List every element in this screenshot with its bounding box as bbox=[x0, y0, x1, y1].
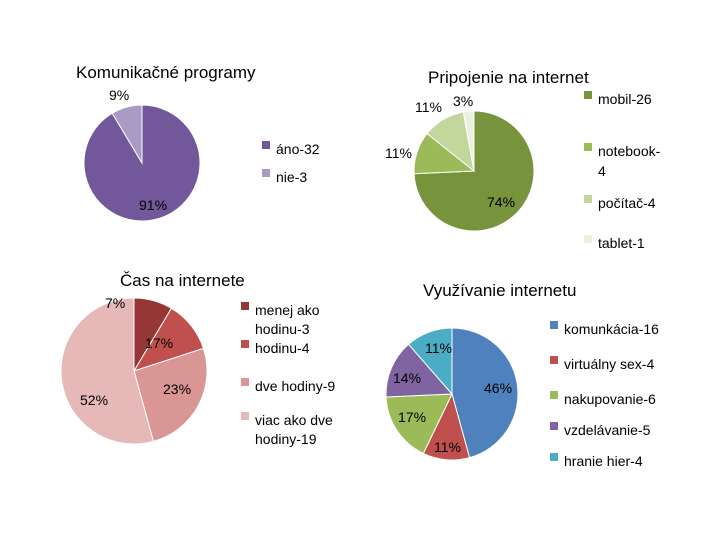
chart1-title: Komunikačné programy bbox=[76, 63, 256, 82]
chart3-title: Čas na internete bbox=[120, 271, 245, 290]
chart2-label-pocitac: 11% bbox=[415, 99, 442, 115]
chart2-legend-text: 4 bbox=[598, 163, 606, 179]
chart4-label-hranie-hier: 11% bbox=[425, 340, 452, 356]
chart4-slice-hranie-hier-4 bbox=[407, 327, 453, 396]
chart3-legend-text: hodiny-19 bbox=[255, 431, 317, 447]
chart2-slice-tablet-1 bbox=[462, 110, 475, 172]
chart4-legend-text: vzdelávanie-5 bbox=[564, 422, 651, 438]
chart1-slice-nie-3 bbox=[111, 104, 143, 165]
chart2-legend-swatch-mobil-26 bbox=[584, 91, 592, 99]
chart2-label-tablet: 3% bbox=[453, 93, 473, 109]
chart3-label-menej-ako: 17% bbox=[145, 335, 173, 351]
chart4-legend-swatch-vzdelavanie-5 bbox=[550, 422, 558, 430]
chart1-label-nie: 9% bbox=[109, 87, 129, 103]
chart2-legend-text: mobil-26 bbox=[598, 91, 652, 107]
chart1-legend-swatch-nie-3 bbox=[262, 169, 270, 177]
chart3-legend-text: hodinu-4 bbox=[255, 340, 310, 356]
chart1-label-ano: 91% bbox=[139, 197, 167, 213]
chart4-legend-swatch-komunkacia-16 bbox=[550, 321, 558, 329]
chart-cas-na-internete: Čas na internete 7% 17% 23% 52% menej ak… bbox=[60, 271, 335, 447]
chart2-legend-text: tablet-1 bbox=[598, 235, 645, 251]
chart4-title: Využívanie internetu bbox=[423, 281, 576, 300]
chart3-legend-swatch-viac-ako-dve-hodiny-19 bbox=[241, 412, 249, 420]
chart4-slice-komunkacia-16 bbox=[451, 327, 519, 459]
chart4-legend-swatch-nakupovanie-6 bbox=[550, 391, 558, 399]
chart4-label-vzdelavanie: 14% bbox=[393, 370, 421, 386]
chart2-legend-swatch-tablet-1 bbox=[584, 235, 592, 243]
chart2-legend-swatch-pocitac-4 bbox=[584, 195, 592, 203]
chart3-legend-swatch-menej-ako-hodinu bbox=[241, 302, 249, 310]
chart3-slice-dve-hodiny-9 bbox=[133, 347, 208, 442]
chart3-legend-text: dve hodiny-9 bbox=[255, 378, 335, 394]
chart4-label-komunikacia: 46% bbox=[484, 380, 512, 396]
chart1-legend-text: nie-3 bbox=[276, 169, 307, 185]
chart2-label-mobil: 74% bbox=[487, 194, 515, 210]
chart2-legend-swatch-notebook-4 bbox=[584, 143, 592, 151]
chart-komunikacne-programy: Komunikačné programy 9% 91% áno-32 nie-3 bbox=[76, 63, 320, 222]
chart3-label-hodinu: 23% bbox=[163, 381, 191, 397]
chart2-label-notebook: 11% bbox=[385, 145, 412, 161]
chart4-slice-vzdelavanie-5 bbox=[385, 343, 454, 398]
chart1-legend-text: áno-32 bbox=[276, 141, 320, 157]
chart3-slice-viac-ako-dve-hodiny-19 bbox=[60, 297, 155, 445]
chart3-legend-text: viac ako dve bbox=[255, 412, 333, 428]
chart3-legend-text: menej ako bbox=[255, 302, 320, 318]
chart3-label-viac-ako-dve: 7% bbox=[105, 295, 125, 311]
chart-vyuzivanie-internetu: Využívanie internetu 11% 14% 46% 17% 11%… bbox=[385, 281, 659, 469]
chart2-legend-text: počítač-4 bbox=[598, 195, 656, 211]
chart4-legend-swatch-virtualny-sex-4 bbox=[550, 356, 558, 364]
chart4-legend-text: komunkácia-16 bbox=[564, 321, 659, 337]
chart2-legend-text: notebook- bbox=[598, 143, 661, 159]
chart-pripojenie-na-internet: Pripojenie na internet 11% 3% 11% 74% mo… bbox=[385, 68, 661, 251]
chart4-legend-text: virtuálny sex-4 bbox=[564, 356, 654, 372]
chart3-legend-swatch-dve-hodiny-9 bbox=[241, 378, 249, 386]
chart4-slice-nakupovanie-6 bbox=[385, 393, 453, 455]
chart3-legend-text: hodinu-3 bbox=[255, 321, 310, 337]
chart4-legend-text: hranie hier-4 bbox=[564, 453, 643, 469]
chart4-label-virtualny-sex: 11% bbox=[434, 439, 461, 455]
chart4-legend-text: nakupovanie-6 bbox=[564, 391, 656, 407]
chart1-legend-swatch-ano-32 bbox=[262, 141, 270, 149]
chart4-label-nakupovanie: 17% bbox=[398, 409, 426, 425]
chart2-title: Pripojenie na internet bbox=[428, 68, 589, 87]
chart4-legend-swatch-hranie-hier-4 bbox=[550, 453, 558, 461]
chart3-legend-swatch-hodinu bbox=[241, 340, 249, 348]
chart3-label-dve-hodiny: 52% bbox=[80, 392, 108, 408]
